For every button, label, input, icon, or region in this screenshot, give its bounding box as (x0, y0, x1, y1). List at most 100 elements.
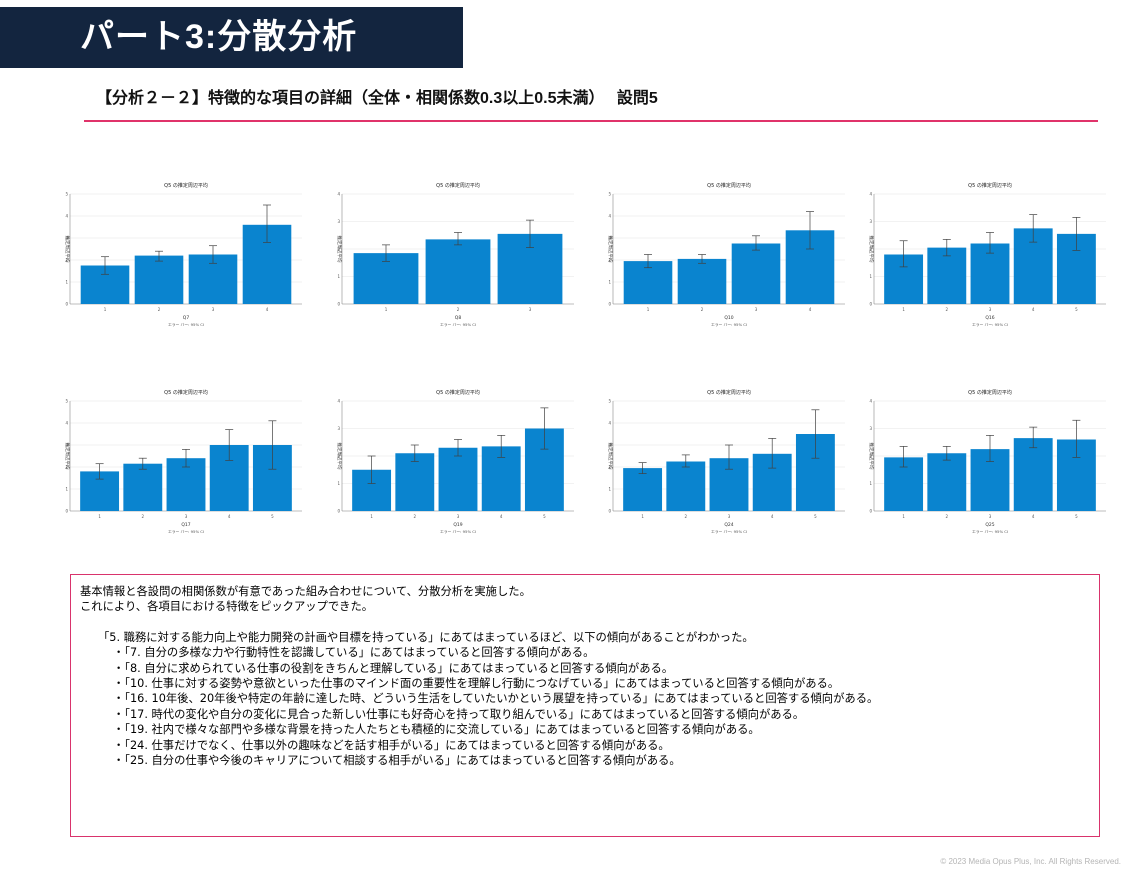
y-tick-label: 4 (337, 192, 340, 197)
x-tick-label: 2 (457, 307, 460, 312)
chart-footnote: エラー バー: 95% CI (168, 322, 204, 327)
y-tick-label: 5 (65, 399, 68, 404)
y-tick-label: 5 (608, 192, 611, 197)
x-tick-label: 3 (457, 514, 460, 519)
bar-2 (927, 247, 967, 304)
y-tick-label: 2 (337, 454, 340, 459)
x-tick-label: 4 (771, 514, 774, 519)
y-tick-label: 2 (65, 258, 68, 263)
chart-q24: Q5 の推定周辺平均 0 1 2 3 4 5 推定周辺平均 1 2 3 4 5 Q24 エラー バー: 95… (605, 385, 865, 555)
bar-2 (677, 258, 727, 304)
chart-title: Q5 の推定周辺平均 (436, 182, 480, 189)
chart-footnote: エラー バー: 95% CI (711, 529, 747, 534)
y-tick-label: 1 (65, 487, 68, 492)
chart-q25: Q5 の推定周辺平均 0 1 2 3 4 推定周辺平均 1 2 3 4 5 Q25 エラー バー: 95%… (866, 385, 1126, 555)
x-tick-label: 2 (414, 514, 417, 519)
intro-line: 基本情報と各設問の相関係数が有意であった組み合わせについて、分散分析を実施した。 (80, 585, 531, 598)
y-tick-label: 3 (65, 236, 68, 241)
finding-item: ・「8. 自分に求められている仕事の役割をきちんと理解している」にあてはまってい… (113, 661, 674, 675)
x-tick-label: 1 (902, 307, 905, 312)
y-tick-label: 1 (869, 274, 872, 279)
chart-footnote: エラー バー: 95% CI (440, 529, 476, 534)
x-axis-label: Q16 (985, 315, 994, 321)
y-tick-label: 2 (608, 465, 611, 470)
x-tick-label: 3 (212, 307, 215, 312)
y-tick-label: 4 (608, 421, 611, 426)
y-tick-label: 4 (337, 399, 340, 404)
y-tick-label: 0 (337, 509, 340, 514)
chart-title: Q5 の推定周辺平均 (968, 389, 1012, 396)
y-tick-label: 4 (608, 214, 611, 219)
bar-2 (134, 255, 184, 304)
bar-1 (623, 261, 673, 304)
bar-2 (927, 453, 967, 511)
y-axis-label: 推定周辺平均 (64, 236, 71, 263)
y-tick-label: 3 (869, 426, 872, 431)
x-axis-label: Q17 (181, 522, 190, 528)
y-tick-label: 4 (869, 399, 872, 404)
chart-title: Q5 の推定周辺平均 (968, 182, 1012, 189)
page-subtitle: 【分析２－２】特徴的な項目の詳細（全体・相関係数0.3以上0.5未満） 設問5 (96, 90, 658, 107)
y-tick-label: 1 (337, 274, 340, 279)
y-axis-label: 推定周辺平均 (64, 443, 71, 470)
bar-3 (731, 243, 781, 304)
finding-item: ・「7. 自分の多様な力や行動特性を認識している」にあてはまっていると回答する傾… (113, 646, 595, 660)
y-axis-label: 推定周辺平均 (336, 443, 343, 470)
finding-item: ・「24. 仕事だけでなく、仕事以外の趣味などを話す相手がいる」にあてはまってい… (113, 738, 670, 752)
x-tick-label: 4 (500, 514, 503, 519)
chart-q10: Q5 の推定周辺平均 0 1 2 3 4 5 推定周辺平均 1 2 3 4 Q10 エラー バー: 95%… (605, 178, 865, 348)
x-tick-label: 5 (814, 514, 817, 519)
copyright-notice: © 2023 Media Opus Plus, Inc. All Rights … (940, 857, 1121, 866)
x-axis-label: Q7 (183, 315, 190, 321)
y-tick-label: 4 (65, 421, 68, 426)
x-tick-label: 4 (809, 307, 812, 312)
chart-title: Q5 の推定周辺平均 (436, 389, 480, 396)
x-tick-label: 4 (266, 307, 269, 312)
y-tick-label: 5 (65, 192, 68, 197)
x-axis-label: Q8 (455, 315, 462, 321)
y-tick-label: 0 (337, 302, 340, 307)
bar-2 (395, 453, 435, 511)
x-tick-label: 5 (543, 514, 546, 519)
page-title: パート3:分散分析 (0, 7, 463, 68)
chart-q17: Q5 の推定周辺平均 0 1 2 3 4 5 推定周辺平均 1 2 3 4 5 Q17 エラー バー: 95… (62, 385, 322, 555)
x-tick-label: 2 (685, 514, 688, 519)
chart-q16: Q5 の推定周辺平均 0 1 2 3 4 推定周辺平均 1 2 3 4 5 Q16 エラー バー: 95%… (866, 178, 1126, 348)
x-tick-label: 1 (98, 514, 101, 519)
y-tick-label: 3 (337, 426, 340, 431)
x-axis-label: Q24 (724, 522, 733, 528)
finding-item: ・「19. 社内で様々な部門や多様な背景を持った人たちとも積極的に交流している」… (113, 723, 760, 737)
x-axis-label: Q19 (453, 522, 462, 528)
y-tick-label: 2 (337, 247, 340, 252)
y-tick-label: 0 (869, 302, 872, 307)
intro-line: これにより、各項目における特徴をピックアップできた。 (80, 600, 374, 614)
x-axis-label: Q10 (724, 315, 733, 321)
chart-q7: Q5 の推定周辺平均 0 1 2 3 4 5 推定周辺平均 1 2 3 4 Q7 エラー バー: 95% … (62, 178, 322, 348)
y-axis-label: 推定周辺平均 (607, 236, 614, 263)
y-tick-label: 5 (608, 399, 611, 404)
x-tick-label: 1 (385, 307, 388, 312)
x-tick-label: 3 (989, 307, 992, 312)
y-tick-label: 3 (608, 443, 611, 448)
x-tick-label: 3 (529, 307, 532, 312)
chart-title: Q5 の推定周辺平均 (164, 389, 208, 396)
header-divider (84, 120, 1098, 122)
x-tick-label: 3 (755, 307, 758, 312)
x-axis-label: Q25 (985, 522, 994, 528)
y-tick-label: 4 (869, 192, 872, 197)
summary-box: 基本情報と各設問の相関係数が有意であった組み合わせについて、分散分析を実施した。… (70, 574, 1100, 837)
y-tick-label: 0 (608, 509, 611, 514)
x-tick-label: 4 (1032, 514, 1035, 519)
finding-item: ・「16. 10年後、20年後や特定の年齢に達した時、どういう生活をしていたいか… (113, 692, 879, 706)
chart-title: Q5 の推定周辺平均 (707, 389, 751, 396)
chart-title: Q5 の推定周辺平均 (707, 182, 751, 189)
y-tick-label: 3 (337, 219, 340, 224)
bar-4 (1013, 438, 1053, 511)
x-tick-label: 5 (271, 514, 274, 519)
chart-footnote: エラー バー: 95% CI (168, 529, 204, 534)
